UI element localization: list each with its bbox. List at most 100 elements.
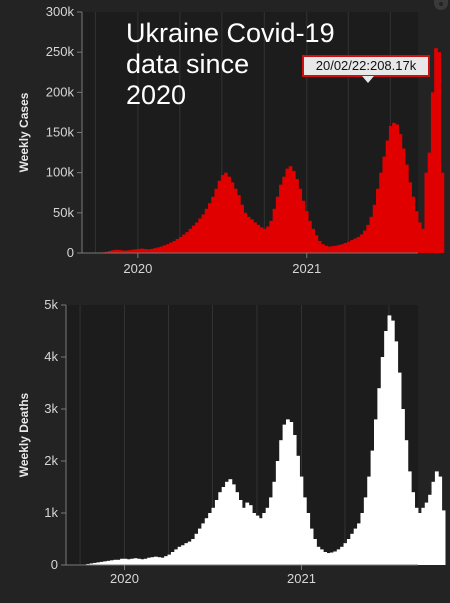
bar <box>151 557 155 565</box>
bar <box>300 477 304 565</box>
bar <box>360 513 364 565</box>
bar <box>211 197 215 253</box>
bar <box>103 561 107 565</box>
y-tick-label: 0 <box>51 557 58 572</box>
bar <box>107 561 111 565</box>
bar <box>160 247 164 253</box>
bar <box>331 246 335 253</box>
bar <box>273 209 277 253</box>
bar <box>156 247 160 253</box>
bar <box>134 558 138 565</box>
x-tick-label: 2020 <box>110 571 139 586</box>
bar <box>337 245 341 253</box>
bar <box>169 243 173 253</box>
bar <box>344 243 348 253</box>
y-axis-title: Weekly Deaths <box>17 392 31 477</box>
bar <box>266 226 270 253</box>
bar <box>140 249 144 253</box>
bar <box>367 477 371 565</box>
bar <box>421 229 425 253</box>
bar <box>237 195 241 253</box>
bar <box>130 559 134 565</box>
bar <box>353 239 357 253</box>
bar <box>411 492 415 565</box>
bar <box>244 213 248 253</box>
bar <box>262 513 266 565</box>
bar <box>205 518 209 565</box>
bar <box>176 239 180 253</box>
bar <box>412 197 416 253</box>
bar <box>260 227 264 253</box>
bar <box>225 482 229 565</box>
bar <box>311 229 315 253</box>
bar <box>171 552 175 565</box>
bar <box>191 539 195 565</box>
bar <box>340 244 344 253</box>
bar <box>269 497 273 565</box>
bar <box>232 484 236 565</box>
bar <box>302 201 306 253</box>
bar <box>214 189 218 253</box>
y-tick-label: 50k <box>53 205 74 220</box>
bar <box>408 471 412 565</box>
bar <box>134 249 138 253</box>
bar <box>198 529 202 565</box>
bar <box>185 232 189 253</box>
bar <box>222 487 226 565</box>
bar <box>192 226 196 253</box>
bar <box>286 169 290 253</box>
bar <box>330 553 334 565</box>
bar <box>276 461 280 565</box>
bar <box>431 92 435 253</box>
bar <box>224 173 228 253</box>
bar <box>324 246 328 253</box>
bar <box>313 539 317 565</box>
bar <box>164 556 168 565</box>
bar <box>163 245 167 253</box>
bar <box>286 419 290 565</box>
bar <box>306 513 310 565</box>
bar <box>195 534 199 565</box>
bar <box>347 539 351 565</box>
bar <box>289 422 293 565</box>
bar <box>208 203 212 253</box>
bar <box>240 205 244 253</box>
bar <box>154 557 158 565</box>
bar <box>279 185 283 253</box>
bar <box>184 543 188 565</box>
bar <box>188 542 192 565</box>
bar <box>434 48 438 253</box>
bar <box>153 248 157 253</box>
bar <box>198 218 202 253</box>
x-tick-label: 2021 <box>292 261 321 276</box>
bar <box>334 246 338 253</box>
bar <box>344 543 348 565</box>
bar <box>382 157 386 253</box>
bar <box>124 559 128 565</box>
bar <box>250 219 254 253</box>
bar <box>303 497 307 565</box>
bar <box>263 229 267 253</box>
bar <box>205 209 209 253</box>
bar <box>235 492 239 565</box>
bar <box>166 244 170 253</box>
bar <box>310 529 314 565</box>
bar <box>253 222 257 253</box>
bar <box>333 551 337 565</box>
bar <box>320 549 324 565</box>
bar <box>315 235 319 253</box>
bar <box>428 153 432 253</box>
bar <box>379 173 383 253</box>
x-tick-label: 2021 <box>287 571 316 586</box>
y-tick-label: 3k <box>44 401 58 416</box>
bar <box>321 244 325 253</box>
bar <box>231 182 235 253</box>
bar <box>143 249 147 253</box>
bar <box>357 523 361 565</box>
bar <box>394 341 398 565</box>
bar <box>201 523 205 565</box>
bar <box>327 553 331 565</box>
bar <box>276 197 280 253</box>
bar <box>189 229 193 253</box>
